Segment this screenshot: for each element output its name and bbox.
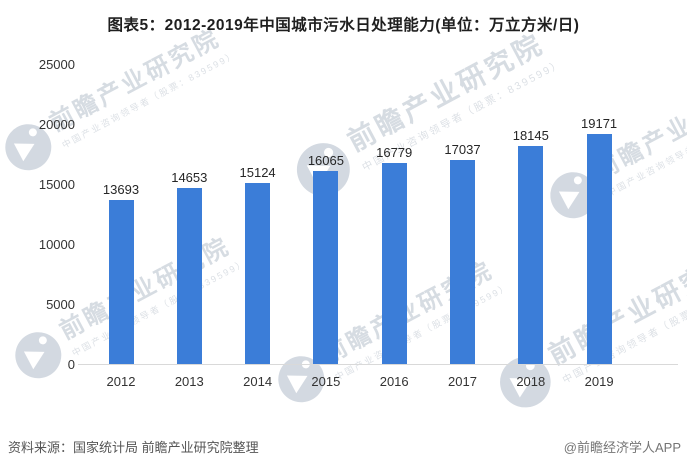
bar-value-label: 14653 [171, 170, 208, 186]
y-tick-label: 20000 [38, 116, 75, 132]
qianzhan-logo-icon [7, 324, 70, 387]
credit-note: @前瞻经济学人APP [563, 440, 681, 455]
source-note: 资料来源：国家统计局 前瞻产业研究院整理 [8, 440, 259, 455]
watermark-tagline-text: 中国产业咨询领导者（股票：839599） [60, 49, 239, 151]
y-tick-label: 25000 [38, 56, 75, 72]
bar-value-label: 18145 [512, 128, 549, 144]
y-tick-label: 5000 [46, 296, 75, 312]
bar-value-label: 13693 [102, 181, 140, 197]
watermark-tagline-text: 中国产业咨询领导者（股票：839599） [333, 281, 512, 383]
bar-2013 [176, 188, 202, 364]
x-tick-label: 2013 [174, 374, 204, 389]
x-tick-label: 2012 [106, 374, 136, 389]
watermark-brand-text: 前瞻产业研究院 [55, 232, 236, 346]
bar-value-label: 17037 [444, 141, 481, 157]
y-tick-label: 0 [67, 356, 75, 372]
qianzhan-watermark: 前瞻产业研究院 中国产业咨询领导者（股票：839599） [542, 68, 687, 227]
x-tick-label: 2016 [379, 374, 409, 389]
y-tick-label: 15000 [38, 176, 75, 192]
qianzhan-watermark: 前瞻产业研究院 中国产业咨询领导者（股票：839599） [0, 20, 240, 179]
x-tick-label: 2015 [311, 374, 341, 389]
watermark-tagline-text: 中国产业咨询领导者（股票：839599） [70, 257, 249, 359]
bar-2012 [108, 199, 134, 364]
x-tick-label: 2017 [448, 374, 477, 389]
x-tick-label: 2014 [243, 374, 273, 389]
bar-2014 [245, 182, 271, 364]
x-tick-label: 2018 [516, 374, 546, 389]
watermark-tagline-text: 中国产业咨询领导者（股票：839599） [605, 97, 687, 199]
watermark-tagline-text: 中国产业咨询领导者（股票：839599） [560, 274, 687, 386]
y-tick-label: 10000 [38, 236, 75, 252]
bar-2018 [518, 146, 544, 364]
x-tick-label: 2019 [584, 374, 614, 389]
bar-2015 [313, 171, 339, 364]
x-axis-line [78, 364, 678, 365]
bar-2017 [450, 159, 475, 364]
bar-value-label: 16779 [376, 144, 413, 160]
bar-2019 [586, 133, 612, 364]
chart-title: 图表5：2012-2019年中国城市污水日处理能力(单位：万立方米/日) [107, 17, 580, 34]
watermark-brand-text: 前瞻产业研究院 [544, 247, 687, 372]
bar-2016 [381, 162, 407, 364]
bar-value-label: 19171 [581, 115, 618, 131]
bar-value-label: 16065 [307, 153, 344, 169]
bar-value-label: 15124 [239, 164, 276, 180]
watermark-brand-text: 前瞻产业研究院 [318, 256, 499, 370]
